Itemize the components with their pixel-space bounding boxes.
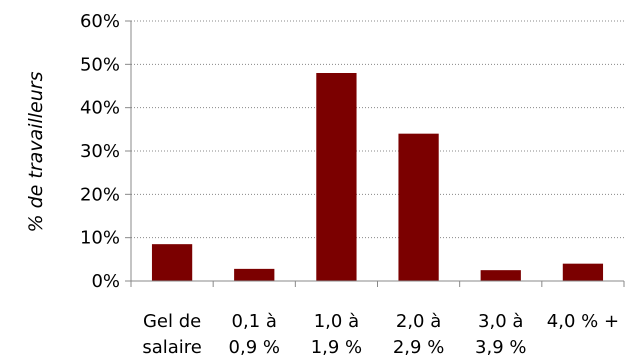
bar	[480, 270, 521, 281]
x-tick-label: Gel de salaire	[142, 311, 202, 358]
bar	[151, 244, 193, 281]
y-tick-label: 60%	[80, 11, 120, 32]
y-tick-label: 0%	[91, 271, 120, 292]
bar	[316, 73, 357, 281]
y-tick-label: 40%	[80, 98, 120, 119]
x-tick-label: 4,0 % +	[547, 311, 619, 332]
y-tick-label: 50%	[80, 54, 120, 75]
y-tick-label: 20%	[80, 184, 120, 205]
x-tick-label: 3,0 à 3,9 %	[475, 311, 526, 358]
gridlines	[131, 20, 624, 239]
y-tick-label: 10%	[80, 228, 120, 249]
x-tick-label: 1,0 à 1,9 %	[311, 311, 362, 358]
bar	[562, 263, 604, 281]
x-tick-labels: Gel de salaire 0,1 à 0,9 % 1,0 à 1,9 % 2,0 à 2,…	[142, 311, 619, 358]
y-tick-labels: 0% 10% 20% 30% 40% 50% 60%	[80, 11, 120, 292]
bars	[151, 73, 604, 281]
y-axis-title: % de travailleurs	[25, 71, 47, 232]
y-tick-label: 30%	[80, 141, 120, 162]
x-tick-label: 0,1 à 0,9 %	[229, 311, 280, 358]
x-tick-label: 2,0 à 2,9 %	[393, 311, 444, 358]
axes	[125, 20, 625, 287]
bar	[398, 133, 439, 281]
bar	[234, 268, 275, 281]
